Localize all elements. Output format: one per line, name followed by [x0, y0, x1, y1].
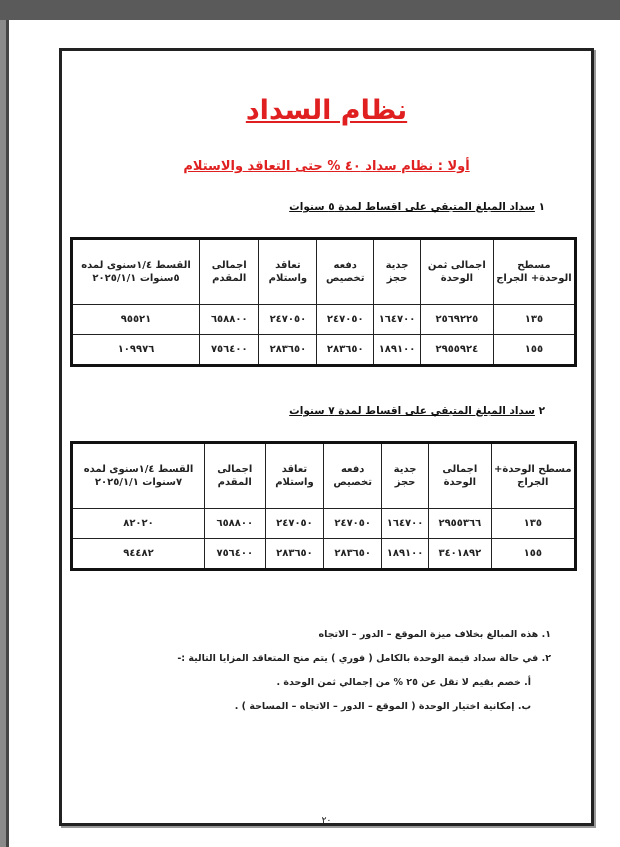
cell: ٢٥٦٩٢٢٥: [419, 304, 494, 335]
cell: ٩٤٤٨٢: [71, 538, 205, 570]
cell: ٣٤٠١٨٩٢: [428, 538, 492, 570]
cell: ٢٨٣٦٥٠: [258, 334, 318, 366]
page-title: نظام السداد: [245, 95, 408, 126]
cell: ١٦٤٧٠٠: [373, 304, 421, 335]
header-cell: دفعه تخصيص: [316, 238, 375, 305]
header-cell: مسطح الوحدة+ الجراج: [490, 442, 577, 509]
cell: ٦٥٨٨٠٠: [203, 508, 266, 539]
note-item: ١. هذه المبالغ بخلاف ميزة الموقع – الدور…: [318, 629, 551, 640]
table-7-years: مسطح الوحدة+ الجراج اجمالى الوحدة جدية ح…: [70, 441, 577, 571]
cell: ١٨٩١٠٠: [373, 334, 421, 366]
section-heading-2: ٢ سداد المبلغ المتبقي على اقساط لمدة ٧ س…: [289, 405, 545, 417]
header-cell: جدية حجز: [373, 238, 421, 305]
table-row: ١٣٥ ٢٥٦٩٢٢٥ ١٦٤٧٠٠ ٢٤٧٠٥٠ ٢٤٧٠٥٠ ٦٥٨٨٠٠ …: [70, 304, 577, 335]
cell: ٢٨٣٦٥٠: [316, 334, 375, 366]
cell: ٨٢٠٢٠: [71, 508, 205, 539]
table-row: ١٣٥ ٢٩٥٥٣٦٦ ١٦٤٧٠٠ ٢٤٧٠٥٠ ٢٤٧٠٥٠ ٦٥٨٨٠٠ …: [71, 508, 577, 539]
header-cell: تعاقد واستلام: [264, 442, 325, 509]
cell: ١٣٥: [490, 508, 577, 539]
cell: ١٣٥: [492, 304, 577, 335]
section-heading-text: سداد المبلغ المتبقي على اقساط لمدة ٥ سنو…: [289, 201, 535, 213]
window-top-bar: [0, 0, 620, 20]
cell: ٢٤٧٠٥٠: [264, 508, 325, 539]
cell: ١٥٥: [490, 538, 577, 570]
page-border: نظام السداد أولا : نظام سداد ٤٠ % حتى ال…: [59, 48, 594, 826]
cell: ١٦٤٧٠٠: [381, 508, 430, 539]
header-cell: اجمالى الوحدة: [428, 442, 492, 509]
header-cell: القسط ١/٤سنوى لمده ٥سنوات ٢٠٢٥/١/١: [70, 238, 201, 305]
note-item: ب. إمكانية اختيار الوحدة ( الموقع – الدو…: [234, 701, 531, 712]
table-header-row: مسطح الوحدة+ الجراج اجمالى ثمن الوحدة جد…: [70, 238, 577, 305]
header-cell: دفعه تخصيص: [323, 442, 383, 509]
header-cell: جدية حجز: [381, 442, 430, 509]
cell: ٢٤٧٠٥٠: [258, 304, 318, 335]
cell: ٢٨٣٦٥٠: [264, 538, 325, 570]
cell: ٢٤٧٠٥٠: [316, 304, 375, 335]
header-cell: تعاقد واستلام: [258, 238, 318, 305]
header-cell: اجمالى المقدم: [199, 238, 260, 305]
cell: ١٥٥: [492, 334, 577, 366]
cell: ٢٩٥٥٩٢٤: [419, 334, 494, 366]
table-5-years: مسطح الوحدة+ الجراج اجمالى ثمن الوحدة جد…: [70, 237, 577, 367]
header-cell: مسطح الوحدة+ الجراج: [492, 238, 577, 305]
section-heading-text: سداد المبلغ المتبقي على اقساط لمدة ٧ سنو…: [289, 405, 535, 417]
document-page: نظام السداد أولا : نظام سداد ٤٠ % حتى ال…: [6, 20, 620, 847]
note-item: ٢. في حالة سداد قيمة الوحدة بالكامل ( فو…: [177, 653, 551, 664]
cell: ١٠٩٩٧٦: [70, 334, 201, 366]
cell: ٢٤٧٠٥٠: [323, 508, 383, 539]
section-heading-1: ١ سداد المبلغ المتبقي على اقساط لمدة ٥ س…: [289, 201, 545, 213]
cell: ١٨٩١٠٠: [381, 538, 430, 570]
cell: ٩٥٥٢١: [70, 304, 201, 335]
cell: ٢٨٣٦٥٠: [323, 538, 383, 570]
section-number: ١: [538, 201, 545, 213]
page-number: ٢٠: [321, 816, 332, 826]
cell: ٧٥٦٤٠٠: [199, 334, 260, 366]
page-subtitle: أولا : نظام سداد ٤٠ % حتى التعاقد والاست…: [183, 159, 470, 174]
header-cell: اجمالى ثمن الوحدة: [419, 238, 494, 305]
cell: ٢٩٥٥٣٦٦: [428, 508, 492, 539]
cell: ٧٥٦٤٠٠: [203, 538, 266, 570]
table-header-row: مسطح الوحدة+ الجراج اجمالى الوحدة جدية ح…: [71, 442, 577, 509]
notes-list: ١. هذه المبالغ بخلاف ميزة الموقع – الدور…: [177, 629, 551, 725]
note-item: أ. خصم بقيم لا تقل عن ٢٥ % من إجمالي ثمن…: [276, 677, 531, 688]
table-row: ١٥٥ ٣٤٠١٨٩٢ ١٨٩١٠٠ ٢٨٣٦٥٠ ٢٨٣٦٥٠ ٧٥٦٤٠٠ …: [71, 538, 577, 570]
header-cell: اجمالى المقدم: [203, 442, 266, 509]
cell: ٦٥٨٨٠٠: [199, 304, 260, 335]
table-row: ١٥٥ ٢٩٥٥٩٢٤ ١٨٩١٠٠ ٢٨٣٦٥٠ ٢٨٣٦٥٠ ٧٥٦٤٠٠ …: [70, 334, 577, 366]
header-cell: القسط ١/٤سنوى لمده ٧سنوات ٢٠٢٥/١/١: [71, 442, 205, 509]
section-number: ٢: [538, 405, 545, 417]
